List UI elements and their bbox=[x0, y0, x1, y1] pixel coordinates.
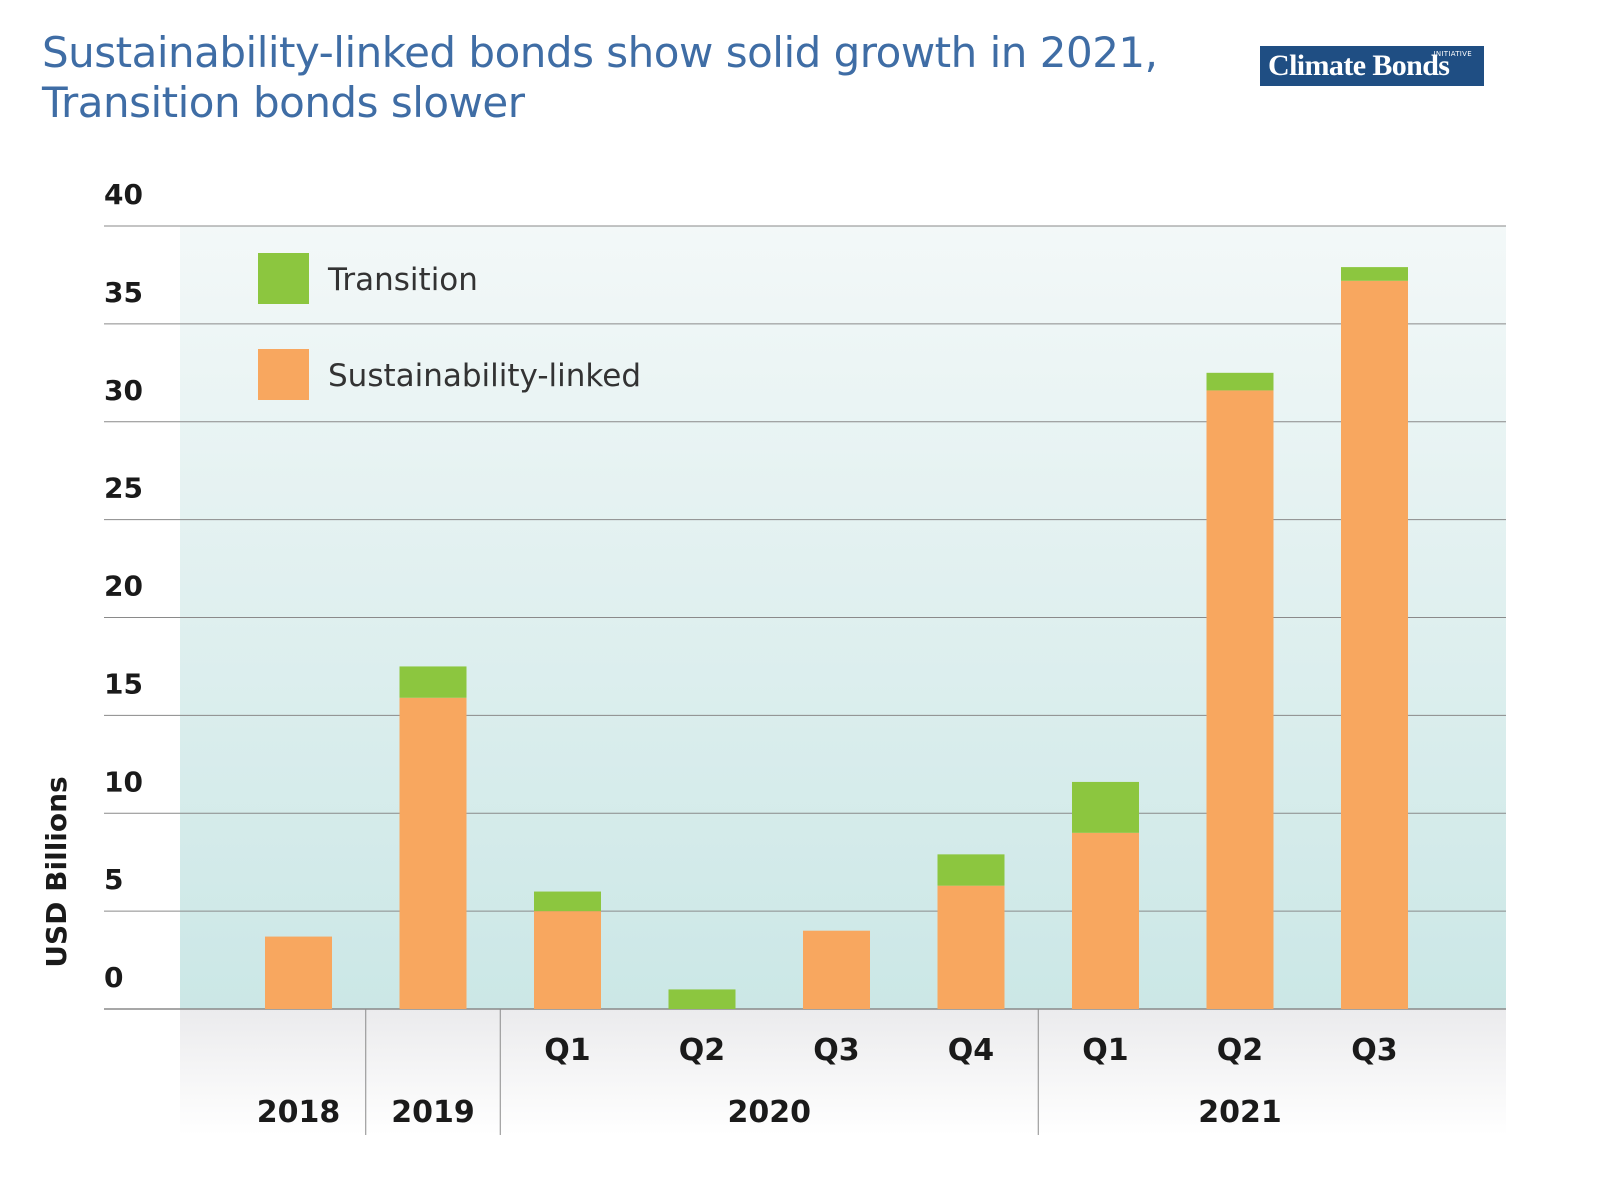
x-axis-band bbox=[180, 1009, 1506, 1135]
logo-superscript: INITIATIVE bbox=[1433, 50, 1472, 58]
bar-sustainability-linked bbox=[1206, 390, 1274, 1009]
x-tick-label: Q4 bbox=[948, 1033, 994, 1068]
chart-title: Sustainability-linked bonds show solid g… bbox=[42, 28, 1202, 128]
y-tick-label: 25 bbox=[104, 472, 143, 505]
y-tick-label: 0 bbox=[104, 961, 123, 994]
x-tick-label: Q1 bbox=[544, 1033, 590, 1068]
chart-title-line-1: Sustainability-linked bonds show solid g… bbox=[42, 28, 1158, 77]
bar-sustainability-linked bbox=[803, 930, 870, 1009]
legend-swatch bbox=[258, 349, 309, 400]
x-group-label: 2018 bbox=[257, 1095, 341, 1130]
x-group-label: 2019 bbox=[391, 1095, 475, 1130]
bar-transition bbox=[937, 854, 1005, 886]
legend-swatch bbox=[258, 253, 309, 304]
x-axis: Q1 Q2 Q3 Q4 Q1 Q2 Q3 2018 2019 2020 2021 bbox=[257, 1009, 1398, 1135]
bar-sustainability-linked bbox=[399, 697, 467, 1009]
x-tick-label: Q1 bbox=[1082, 1033, 1128, 1068]
legend-label: Transition bbox=[327, 262, 478, 298]
x-tick-label: Q2 bbox=[679, 1033, 725, 1068]
y-tick-label: 20 bbox=[104, 570, 143, 603]
legend: Transition Sustainability-linked bbox=[258, 253, 641, 400]
bar-transition bbox=[534, 891, 601, 912]
climate-bonds-logo: Climate Bonds INITIATIVE bbox=[1260, 46, 1484, 86]
x-tick-label: Q3 bbox=[1351, 1033, 1397, 1068]
x-tick-label: Q2 bbox=[1217, 1033, 1263, 1068]
bar-sustainability-linked bbox=[265, 936, 332, 1009]
bar-sustainability-linked bbox=[937, 885, 1005, 1009]
chart-title-line-2: Transition bonds slower bbox=[42, 78, 525, 127]
bar-sustainability-linked bbox=[534, 911, 601, 1009]
logo-text: Climate Bonds bbox=[1268, 49, 1450, 82]
bar-transition bbox=[668, 989, 736, 1009]
y-tick-label: 30 bbox=[104, 374, 143, 407]
y-tick-label: 15 bbox=[104, 667, 143, 700]
y-axis-ticks: 0 5 10 15 20 25 30 35 40 bbox=[104, 178, 143, 994]
x-group-label: 2021 bbox=[1198, 1095, 1282, 1130]
y-tick-label: 10 bbox=[104, 765, 143, 798]
bar-transition bbox=[1206, 372, 1274, 391]
x-tick-label: Q3 bbox=[813, 1033, 859, 1068]
y-axis-label: USD Billions bbox=[40, 776, 73, 967]
x-group-label: 2020 bbox=[728, 1095, 812, 1130]
bar-transition bbox=[1072, 781, 1139, 833]
y-tick-label: 35 bbox=[104, 276, 143, 309]
bar-sustainability-linked bbox=[1341, 280, 1408, 1009]
bar-transition bbox=[1341, 267, 1408, 281]
y-tick-label: 40 bbox=[104, 178, 143, 211]
bars bbox=[265, 267, 1408, 1009]
legend-label: Sustainability-linked bbox=[328, 358, 641, 394]
y-tick-label: 5 bbox=[104, 863, 123, 896]
bar-transition bbox=[399, 666, 467, 698]
bar-sustainability-linked bbox=[1072, 832, 1139, 1009]
